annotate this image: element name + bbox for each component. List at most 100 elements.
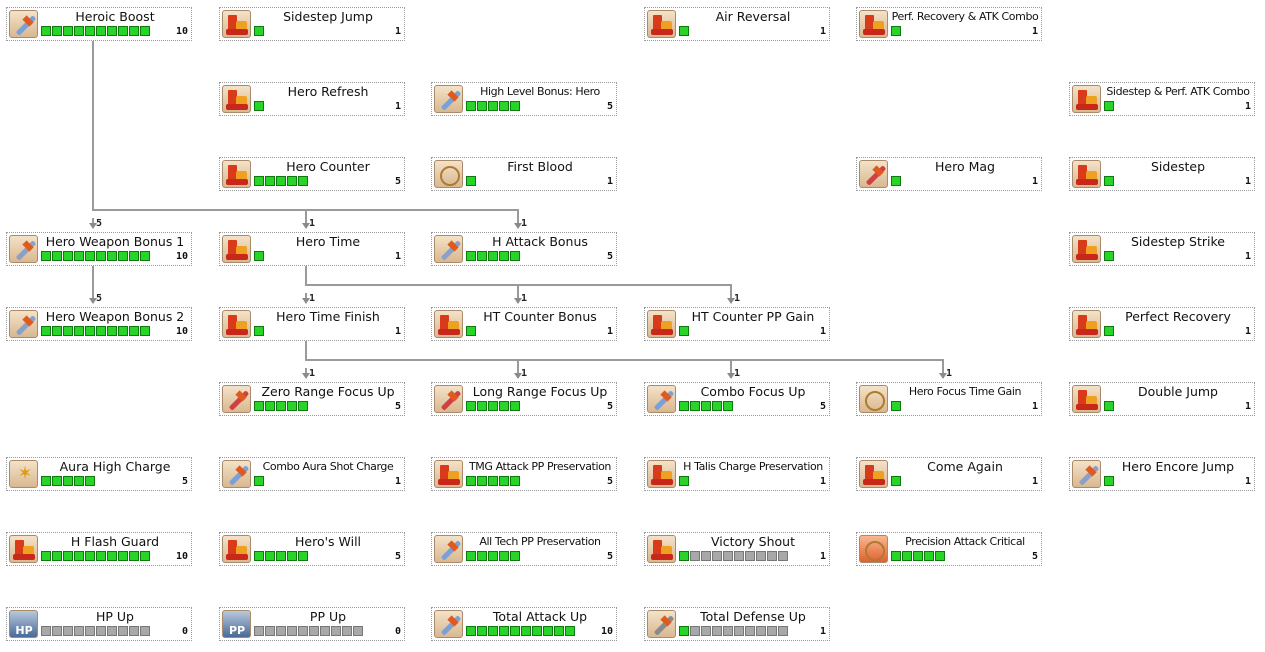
pp-sword-icon	[434, 535, 463, 563]
skill-node-hero-refresh[interactable]: Hero Refresh 1	[219, 82, 405, 116]
skill-node-perfect-recovery[interactable]: Perfect Recovery 1	[1069, 307, 1255, 341]
skill-name: Victory Shout	[710, 535, 795, 549]
skill-node-hero-counter[interactable]: Hero Counter 5	[219, 157, 405, 191]
skill-name: HT Counter Bonus	[483, 310, 597, 324]
level-pip-empty	[85, 626, 95, 636]
skill-node-all-tech-pp-preservation[interactable]: All Tech PP Preservation 5	[431, 532, 617, 566]
level-pip-filled	[499, 551, 509, 561]
hero-time-shape-c	[226, 254, 248, 260]
hero-time-shape-a	[228, 240, 237, 258]
level-pip-filled	[466, 626, 476, 636]
skill-node-victory-shout[interactable]: Victory Shout 1	[644, 532, 830, 566]
skill-node-heros-will[interactable]: Hero's Will 5	[219, 532, 405, 566]
skill-node-tmg-attack-pp-preservation[interactable]: TMG Attack PP Preservation 5	[431, 457, 617, 491]
tmg-attack-pp-preservation-shape-a	[440, 465, 449, 483]
skill-name: Perfect Recovery	[1125, 310, 1231, 324]
pp-icon	[434, 460, 463, 488]
skill-node-sidestep-perf-atk-combo[interactable]: Sidestep & Perf. ATK Combo 1	[1069, 82, 1255, 116]
max-level-label: 1	[1244, 326, 1251, 337]
skill-node-total-defense-up[interactable]: Total Defense Up 1	[644, 607, 830, 641]
skill-node-h-flash-guard[interactable]: H Flash Guard 10	[6, 532, 192, 566]
skill-node-high-level-bonus-hero[interactable]: High Level Bonus: Hero 5	[431, 82, 617, 116]
max-level-label: 5	[394, 176, 401, 187]
level-pip-filled	[488, 551, 498, 561]
level-bar	[466, 251, 520, 261]
level-pip-empty	[767, 626, 777, 636]
skill-node-air-reversal[interactable]: Air Reversal 1	[644, 7, 830, 41]
double-jump-shape-b	[1086, 396, 1097, 406]
skill-node-h-attack-bonus[interactable]: H Attack Bonus 5	[431, 232, 617, 266]
level-pip-empty	[96, 626, 106, 636]
level-pip-filled	[85, 551, 95, 561]
level-bar	[1104, 101, 1114, 111]
skill-node-pp-up[interactable]: PP PP Up 0	[219, 607, 405, 641]
arrow-icon	[514, 373, 522, 379]
boots-icon	[1072, 235, 1101, 263]
skill-node-combo-aura-shot-charge[interactable]: Combo Aura Shot Charge 1	[219, 457, 405, 491]
skill-node-perf-recovery-atk-combo[interactable]: Perf. Recovery & ATK Combo 1	[856, 7, 1042, 41]
level-pip-empty	[723, 551, 733, 561]
skill-name: Hero's Will	[294, 535, 362, 549]
h-flash-guard-shape-c	[13, 554, 35, 560]
arrow-icon	[302, 373, 310, 379]
skill-node-sidestep-strike[interactable]: Sidestep Strike 1	[1069, 232, 1255, 266]
level-bar	[466, 551, 520, 561]
skill-node-total-attack-up[interactable]: Total Attack Up 10	[431, 607, 617, 641]
skill-node-hero-time-finish[interactable]: Hero Time Finish 1	[219, 307, 405, 341]
level-pip-empty	[254, 626, 264, 636]
level-bar	[254, 26, 264, 36]
level-pip-filled	[63, 26, 73, 36]
sword-icon	[9, 10, 38, 38]
level-pip-filled	[96, 326, 106, 336]
max-level-label: 1	[1244, 176, 1251, 187]
skill-node-combo-focus-up[interactable]: Combo Focus Up 5	[644, 382, 830, 416]
skill-node-hp-up[interactable]: HP HP Up 0	[6, 607, 192, 641]
skill-node-ht-counter-pp-gain[interactable]: HT Counter PP Gain 1	[644, 307, 830, 341]
level-pip-filled	[254, 476, 264, 486]
skill-node-hero-focus-time-gain[interactable]: Hero Focus Time Gain 1	[856, 382, 1042, 416]
level-bar	[679, 326, 689, 336]
skill-node-long-range-focus-up[interactable]: Long Range Focus Up 5	[431, 382, 617, 416]
skill-node-h-talis-charge-preservation[interactable]: H Talis Charge Preservation 1	[644, 457, 830, 491]
skill-node-come-again[interactable]: Come Again 1	[856, 457, 1042, 491]
level-bar	[254, 476, 264, 486]
crit-icon	[859, 535, 888, 563]
level-pip-filled	[477, 476, 487, 486]
max-level-label: 10	[175, 251, 188, 262]
skill-node-hero-time[interactable]: Hero Time 1	[219, 232, 405, 266]
skill-node-hero-encore-jump[interactable]: Hero Encore Jump 1	[1069, 457, 1255, 491]
level-pip-filled	[902, 551, 912, 561]
level-pip-filled	[477, 626, 487, 636]
skill-node-hero-mag[interactable]: Hero Mag 1	[856, 157, 1042, 191]
max-level-label: 1	[394, 251, 401, 262]
skill-node-first-blood[interactable]: First Blood 1	[431, 157, 617, 191]
level-pip-filled	[298, 401, 308, 411]
skill-node-hero-weapon-bonus-1[interactable]: Hero Weapon Bonus 1 10	[6, 232, 192, 266]
skill-node-heroic-boost[interactable]: Heroic Boost 10	[6, 7, 192, 41]
level-pip-filled	[287, 176, 297, 186]
skill-node-zero-range-focus-up[interactable]: Zero Range Focus Up 5	[219, 382, 405, 416]
ht-counter-pp-gain-shape-c	[651, 329, 673, 335]
connector-line	[305, 293, 307, 299]
sword-icon	[222, 460, 251, 488]
level-pip-filled	[74, 26, 84, 36]
perfect-recovery-shape-a	[1078, 315, 1087, 333]
max-level-label: 1	[1031, 26, 1038, 37]
level-pip-filled	[679, 326, 689, 336]
level-pip-filled	[254, 401, 264, 411]
skill-node-sidestep[interactable]: Sidestep 1	[1069, 157, 1255, 191]
level-pip-filled	[477, 401, 487, 411]
level-pip-filled	[52, 551, 62, 561]
tmg-attack-pp-preservation-shape-c	[438, 479, 460, 485]
skill-node-ht-counter-bonus[interactable]: HT Counter Bonus 1	[431, 307, 617, 341]
level-bar	[679, 476, 689, 486]
connector-line	[517, 218, 519, 224]
skill-node-precision-attack-critical[interactable]: Precision Attack Critical 5	[856, 532, 1042, 566]
max-level-label: 1	[1031, 476, 1038, 487]
skill-node-double-jump[interactable]: Double Jump 1	[1069, 382, 1255, 416]
sidestep-strike-shape-a	[1078, 240, 1087, 258]
skill-node-aura-high-charge[interactable]: ✶ Aura High Charge 5	[6, 457, 192, 491]
victory-shout-shape-a	[653, 540, 662, 558]
skill-node-sidestep-jump[interactable]: Sidestep Jump 1	[219, 7, 405, 41]
skill-node-hero-weapon-bonus-2[interactable]: Hero Weapon Bonus 2 10	[6, 307, 192, 341]
